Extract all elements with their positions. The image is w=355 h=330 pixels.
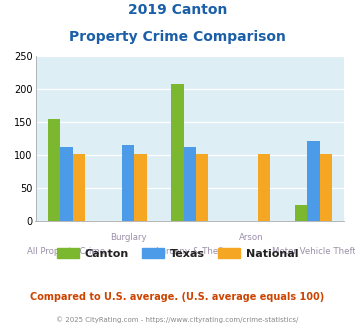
- Bar: [48, 119, 60, 221]
- Text: © 2025 CityRating.com - https://www.cityrating.com/crime-statistics/: © 2025 CityRating.com - https://www.city…: [56, 317, 299, 323]
- Bar: [171, 84, 184, 221]
- Text: Burglary: Burglary: [110, 233, 147, 242]
- Bar: [320, 154, 332, 221]
- Bar: [184, 147, 196, 221]
- Bar: [134, 154, 147, 221]
- Text: Motor Vehicle Theft: Motor Vehicle Theft: [272, 248, 355, 256]
- Bar: [307, 141, 320, 221]
- Bar: [196, 154, 208, 221]
- Text: All Property Crime: All Property Crime: [27, 248, 105, 256]
- Bar: [60, 147, 72, 221]
- Bar: [258, 154, 270, 221]
- Bar: [72, 154, 85, 221]
- Text: 2019 Canton: 2019 Canton: [128, 3, 227, 17]
- Text: Property Crime Comparison: Property Crime Comparison: [69, 30, 286, 44]
- Bar: [122, 145, 134, 221]
- Text: Compared to U.S. average. (U.S. average equals 100): Compared to U.S. average. (U.S. average …: [31, 292, 324, 302]
- Text: Larceny & Theft: Larceny & Theft: [155, 248, 224, 256]
- Legend: Canton, Texas, National: Canton, Texas, National: [52, 244, 303, 263]
- Text: Arson: Arson: [239, 233, 264, 242]
- Bar: [295, 205, 307, 221]
